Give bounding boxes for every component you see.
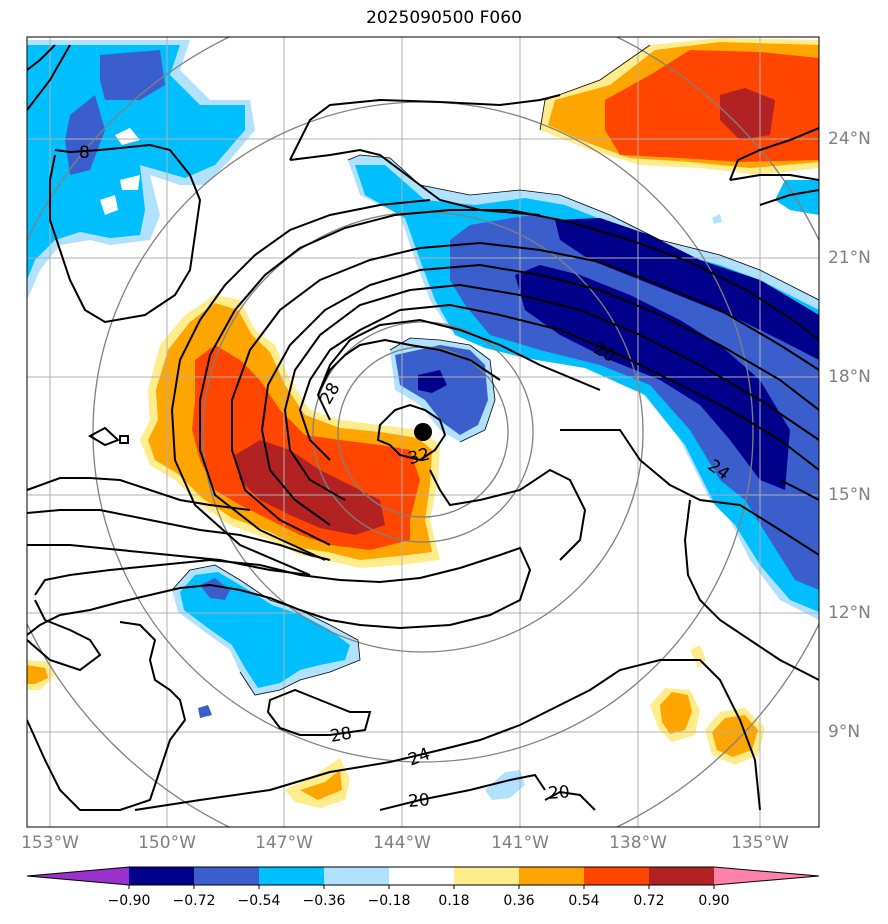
colorbar-tick-neg018: −0.18 [367, 893, 411, 909]
contour-label-20-south: 20 [407, 790, 430, 812]
colorbar-bin-firebrick [649, 867, 714, 885]
colorbar [26, 866, 820, 889]
lat-label-9n: 9°N [828, 722, 861, 742]
lon-label-153w: 153°W [21, 833, 79, 853]
shade-cyan-nw [27, 45, 245, 280]
lon-label-141w: 141°W [491, 833, 549, 853]
shade-white-hole1 [100, 195, 118, 215]
colorbar-extend-high [714, 867, 819, 885]
thin-outlines [171, 44, 819, 696]
lon-label-147w: 147°W [255, 833, 313, 853]
shade-royal-sw [200, 578, 230, 600]
shade-orange-se1 [660, 692, 692, 734]
colorbar-bin-royal [194, 867, 259, 885]
shade-royal-sw2 [198, 705, 212, 718]
colorbar-tick-036: 0.36 [503, 893, 535, 909]
colorbar-tick-neg036: −0.36 [302, 893, 346, 909]
shade-royal-nw2 [65, 95, 105, 175]
shade-white-hole3 [115, 128, 140, 145]
chart-title: 2025090500 F060 [366, 8, 522, 28]
colorbar-bin-lightblue [324, 867, 389, 885]
colorbar-bin-white [389, 867, 454, 885]
shade-lightblue-se [712, 214, 722, 224]
colorbar-tick-090: 0.90 [698, 893, 730, 909]
lat-label-18n: 18°N [828, 367, 871, 387]
colorbar-tick-018: 0.18 [438, 893, 470, 909]
colorbar-extend-low [27, 867, 129, 885]
shade-orange-south [300, 770, 342, 800]
colorbar-tick-neg054: −0.54 [237, 893, 281, 909]
shade-firebrick-ne [720, 88, 775, 140]
shade-navy-center [418, 370, 447, 393]
contour-label-28-south: 28 [329, 723, 354, 746]
lon-label-144w: 144°W [373, 833, 431, 853]
filled-contours [27, 37, 819, 827]
shade-lightblue-south [485, 770, 525, 800]
colorbar-bin-cyan [259, 867, 324, 885]
storm-center-marker [414, 423, 432, 441]
colorbar-tick-neg072: −0.72 [172, 893, 216, 909]
colorbar-tick-072: 0.72 [633, 893, 665, 909]
colorbar-bin-yellow [454, 867, 519, 885]
colorbar-tick-neg090: −0.90 [107, 893, 151, 909]
shade-orange-se2 [712, 715, 758, 757]
lat-label-24n: 24°N [828, 129, 871, 149]
contour-lines [27, 44, 819, 811]
lon-label-138w: 138°W [609, 833, 667, 853]
shade-navy-band [515, 265, 790, 490]
colorbar-bin-navy [129, 867, 194, 885]
map-frame [26, 36, 820, 828]
shade-cyan-sw [180, 572, 350, 688]
shade-royal-center [395, 345, 488, 435]
shade-white-hole2 [120, 175, 140, 190]
colorbar-bin-red [584, 867, 649, 885]
shade-royal-small [775, 180, 819, 215]
shade-orange-farwest [27, 665, 48, 684]
lat-label-15n: 15°N [828, 485, 871, 505]
lon-label-135w: 135°W [731, 833, 789, 853]
lon-label-150w: 150°W [138, 833, 196, 853]
colorbar-bin-orange [519, 867, 584, 885]
contour-label-20-se: 20 [547, 782, 570, 804]
lat-label-12n: 12°N [828, 603, 871, 623]
shade-navy-band2 [555, 218, 819, 360]
lat-label-21n: 21°N [828, 248, 871, 268]
contour-label-8: 8 [79, 143, 90, 163]
colorbar-tick-054: 0.54 [568, 893, 600, 909]
